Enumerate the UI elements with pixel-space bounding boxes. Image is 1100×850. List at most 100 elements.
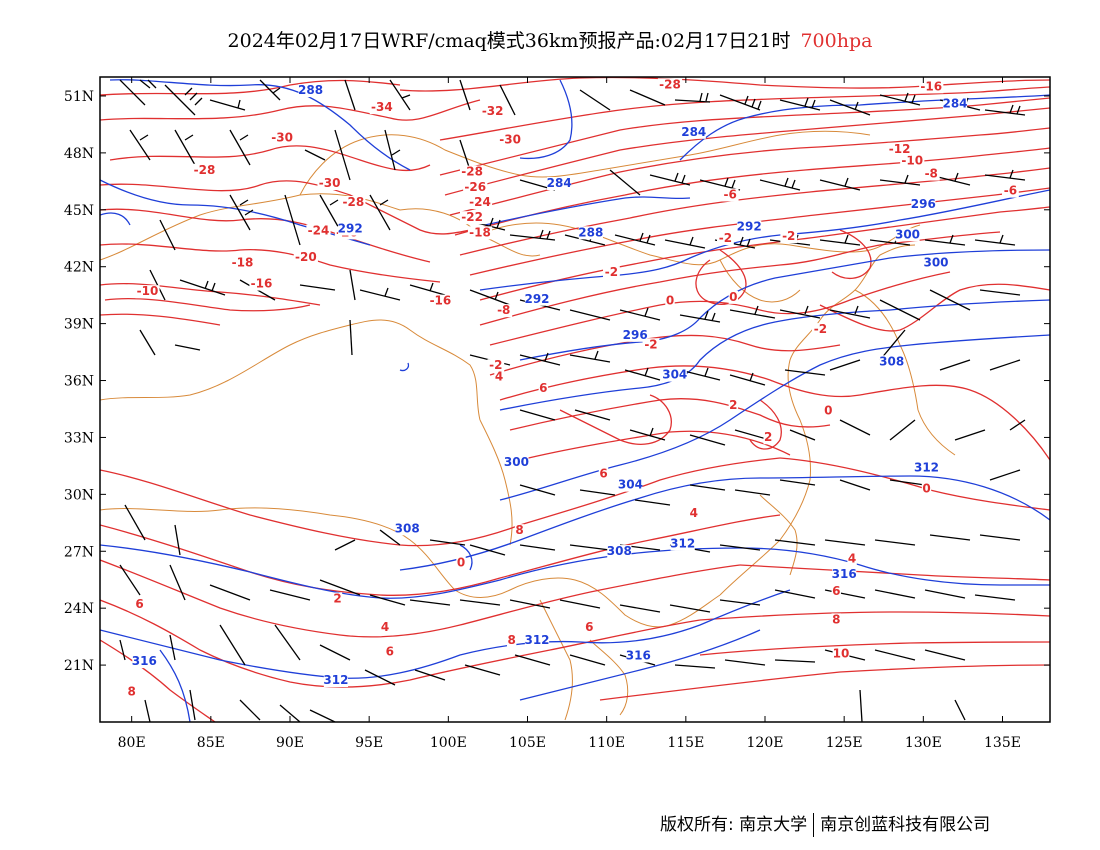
temperature-contour-label-bg [812, 323, 829, 337]
temperature-contour-label: -28 [194, 163, 216, 177]
geopotential-contour-label: 300 [895, 227, 920, 241]
temperature-contour-label: 4 [381, 620, 389, 634]
temperature-contour-label: -26 [464, 180, 486, 194]
temperature-contour-label: -18 [469, 225, 491, 239]
x-tick-label: 115E [667, 735, 704, 751]
copyright-text: 版权所有: 南京大学 [660, 815, 808, 835]
temperature-contour-label-bg [831, 613, 841, 627]
temperature-contour-label-bg [467, 196, 493, 209]
temperature-contour-label: -18 [232, 256, 254, 270]
geopotential-contour-label: 312 [670, 536, 695, 550]
temperature-contour-label: -32 [287, 66, 309, 80]
y-tick-label: 24N [64, 601, 94, 617]
geopotential-contour-label-bg [914, 461, 939, 475]
y-tick-label: 27N [64, 544, 94, 560]
temperature-contour-label: 4 [495, 370, 503, 384]
temperature-contour-label: -10 [901, 153, 923, 167]
temperature-contour-label: -10 [137, 284, 159, 298]
temperature-contour-label-bg [823, 404, 834, 418]
geopotential-contour-label: 312 [524, 633, 549, 647]
geopotential-contour-label: 308 [879, 354, 904, 368]
temperature-contour-label-bg [506, 634, 517, 648]
x-tick-label: 105E [509, 735, 546, 751]
temperature-contour-label-bg [919, 80, 944, 94]
temperature-contour-label: 0 [922, 481, 930, 495]
temperature-contour-label: -8 [925, 167, 938, 181]
temperature-contour-label: -6 [1004, 184, 1017, 198]
temperature-contour-label: -20 [295, 250, 317, 264]
temperature-contour-label: 8 [515, 523, 523, 537]
temperature-contour-label: -2 [782, 229, 795, 243]
temperature-contour-label-bg [495, 304, 513, 318]
temperature-contour-label: -2 [644, 337, 657, 351]
temperature-contour-label: -28 [461, 165, 483, 179]
geopotential-contour-label: 316 [626, 648, 651, 662]
y-tick-label: 48N [64, 146, 94, 162]
y-tick-label: 21N [64, 658, 94, 674]
x-tick-label: 95E [355, 735, 383, 751]
company-name: 南京创蓝科技有限公司 [820, 815, 991, 835]
temperature-contour-label: -2 [719, 231, 732, 245]
temperature-contour-label-bg [134, 598, 145, 612]
temperature-contour-label-bg [887, 142, 912, 156]
geopotential-contour-label: 284 [547, 176, 572, 190]
x-tick-label: 110E [588, 735, 625, 751]
temperature-contour-label-bg [332, 592, 343, 606]
temperature-contour-label-bg [900, 154, 925, 168]
temperature-contour-label-bg [514, 524, 525, 538]
geopotential-contour-label-bg [298, 84, 323, 98]
temperature-contour-label-bg [269, 131, 295, 145]
y-tick-label: 45N [64, 203, 94, 219]
temperature-labels: -32-34 -32-30-30-28-30-28-28-26-24-22-18-… [126, 66, 1019, 699]
temperature-contour-label-bg [467, 226, 493, 240]
geopotential-contour-label-bg [395, 522, 420, 536]
temperature-contour-label: -6 [723, 187, 736, 201]
y-tick-label: 39N [64, 317, 94, 333]
temperature-contour-label-bg [780, 230, 798, 244]
geopotential-contours [100, 79, 1050, 722]
temperature-contour-label-bg [428, 294, 453, 308]
temperature-contour-label-bg [689, 507, 699, 521]
geopotential-contour-label-bg [681, 125, 706, 139]
temperature-contour-label: -32 [482, 104, 504, 118]
geopotential-contour-label-bg [923, 256, 949, 270]
temperature-contour-label-bg [380, 620, 390, 634]
geopotential-contour-label-bg [670, 537, 695, 551]
temperature-contour-label: 8 [127, 684, 135, 698]
pressure-level-label: 700hpa [800, 30, 873, 52]
temperature-contour-label-bg [135, 285, 160, 299]
y-tick-label: 36N [64, 374, 94, 390]
geopotential-contour-label: 304 [662, 368, 687, 382]
y-tick-label: 33N [64, 430, 94, 446]
temperature-contour-label-bg [665, 294, 675, 308]
temperature-contour-label: 2 [333, 591, 341, 605]
geopotential-contour-label: 300 [923, 256, 948, 270]
temperature-contour-label: -2 [489, 358, 502, 372]
wind-barbs [119, 79, 1026, 722]
geopotential-contour-label: 288 [578, 225, 603, 239]
temperature-contour-label-bg [728, 290, 739, 304]
temperature-contour-label-bg [831, 584, 841, 598]
temperature-contour-label-bg [369, 101, 394, 115]
geopotential-contour-label-bg [338, 222, 363, 236]
y-tick-label: 30N [64, 487, 94, 503]
temperature-contour-label: -8 [497, 303, 510, 317]
temperature-contour-label-bg [385, 645, 395, 659]
x-tick-label: 120E [747, 735, 784, 751]
temperature-contour-label: -28 [342, 195, 364, 209]
x-tick-label: 85E [197, 735, 225, 751]
geopotential-contour-label-bg [626, 649, 651, 663]
temperature-contour-label-bg [480, 104, 505, 118]
temperature-contour-label-bg [192, 163, 217, 177]
geopotential-contour-label-bg [132, 655, 157, 669]
temperature-contour-label-bg [341, 196, 366, 209]
geopotential-contour-label: 296 [623, 328, 648, 342]
y-tick-label: 42N [64, 260, 94, 276]
temperature-contour-label: -18 [936, 66, 958, 80]
geopotential-contour-label-bg [942, 97, 968, 111]
temperature-contour-label: -2 [605, 265, 618, 279]
temperature-contour-label-bg [459, 165, 485, 179]
y-tick-label: 51N [64, 89, 94, 105]
geopotential-contour-label: 292 [737, 220, 762, 234]
